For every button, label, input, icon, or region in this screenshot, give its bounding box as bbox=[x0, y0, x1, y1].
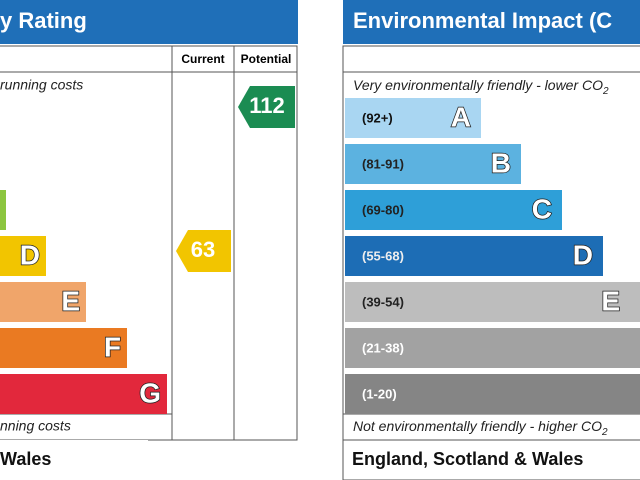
footer-box bbox=[342, 439, 640, 480]
band-letter: G bbox=[139, 377, 161, 408]
band bbox=[0, 236, 46, 276]
potential-arrow bbox=[238, 86, 295, 128]
bottom-note: nning costs bbox=[0, 418, 71, 434]
column-header: Current bbox=[181, 52, 224, 66]
band-letter: B bbox=[491, 147, 511, 178]
band-range: (21-38) bbox=[362, 340, 404, 355]
band bbox=[345, 374, 640, 414]
band bbox=[345, 144, 521, 184]
band-letter: D bbox=[573, 239, 593, 270]
subscript: 2 bbox=[602, 86, 609, 97]
band-range: (92+) bbox=[362, 110, 393, 125]
band bbox=[345, 328, 640, 368]
band bbox=[0, 282, 86, 322]
band bbox=[0, 190, 6, 230]
band bbox=[345, 282, 640, 322]
band bbox=[0, 374, 167, 414]
top-note: Very environmentally friendly - lower CO… bbox=[353, 77, 609, 97]
band-range: (1-20) bbox=[362, 386, 397, 401]
footer: Wales bbox=[0, 449, 51, 469]
band bbox=[345, 98, 481, 138]
band-letter: F bbox=[104, 331, 121, 362]
band-letter: E bbox=[601, 285, 620, 316]
band-letter: A bbox=[451, 101, 471, 132]
potential-rating: 112 bbox=[249, 93, 285, 118]
footer-box bbox=[0, 440, 148, 480]
band bbox=[345, 236, 603, 276]
band bbox=[0, 328, 127, 368]
current-arrow bbox=[176, 230, 231, 272]
band-letter: E bbox=[61, 285, 80, 316]
subscript: 2 bbox=[601, 427, 608, 438]
left-title: y Rating bbox=[0, 8, 87, 33]
band-range: (69-80) bbox=[362, 202, 404, 217]
title-bar bbox=[343, 0, 640, 44]
band-letter: C bbox=[532, 193, 552, 224]
band-range: (39-54) bbox=[362, 294, 404, 309]
top-note: running costs bbox=[0, 77, 83, 93]
column-header: Potential bbox=[241, 52, 292, 66]
footer: England, Scotland & Wales bbox=[352, 449, 583, 469]
band-range: (81-91) bbox=[362, 156, 404, 171]
right-title: Environmental Impact (C bbox=[353, 8, 612, 33]
band-range: (55-68) bbox=[362, 248, 404, 263]
note-text: Not environmentally friendly - higher CO bbox=[353, 418, 602, 434]
band bbox=[345, 190, 562, 230]
band-letter: D bbox=[20, 239, 40, 270]
current-rating: 63 bbox=[191, 237, 215, 262]
note-text: Very environmentally friendly - lower CO bbox=[353, 77, 603, 93]
bottom-note: Not environmentally friendly - higher CO… bbox=[353, 418, 608, 438]
title-bar bbox=[0, 0, 298, 44]
